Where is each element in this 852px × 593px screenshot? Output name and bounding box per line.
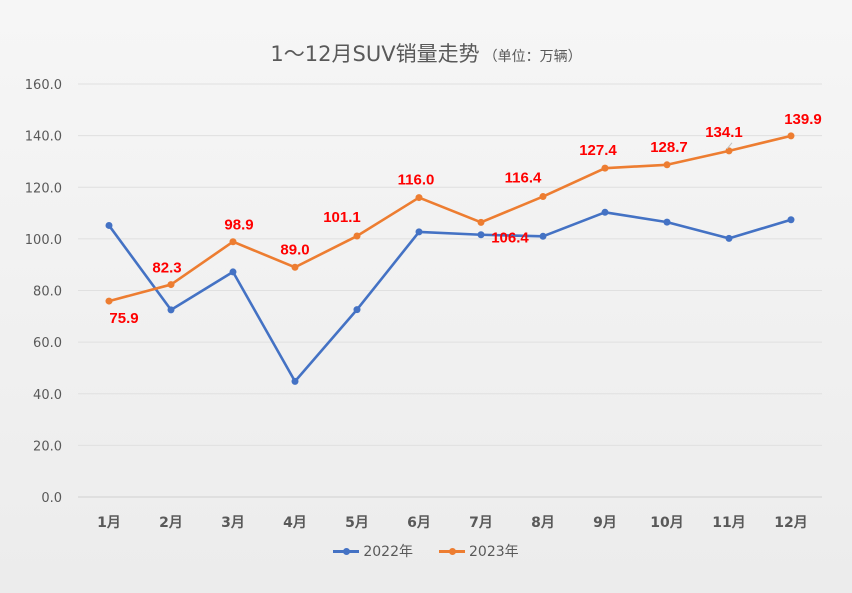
data-point-0 (167, 306, 175, 314)
data-label: 75.9 (109, 310, 138, 327)
data-label: 101.1 (323, 209, 361, 226)
y-tick-label: 160.0 (25, 78, 62, 93)
y-tick-label: 120.0 (25, 181, 62, 196)
legend-label-2022: 2022年 (363, 544, 413, 560)
data-label: 116.0 (398, 172, 435, 189)
data-point-1 (601, 164, 609, 172)
x-tick-label: 3月 (221, 515, 245, 531)
data-label: 139.9 (784, 111, 822, 128)
data-point-0 (725, 234, 733, 242)
x-tick-label: 4月 (283, 515, 307, 531)
x-tick-label: 8月 (531, 515, 555, 531)
data-point-1 (663, 161, 671, 169)
y-tick-label: 140.0 (25, 130, 62, 145)
data-point-0 (415, 228, 423, 236)
data-label: 127.4 (579, 142, 617, 159)
legend-swatch-2022 (333, 546, 360, 556)
data-label: 98.9 (224, 217, 253, 234)
data-point-0 (229, 268, 237, 276)
legend-swatch-2023 (439, 546, 465, 556)
data-label: 128.7 (650, 139, 688, 156)
y-tick-label: 0.0 (41, 491, 62, 506)
data-label: 106.4 (491, 229, 529, 246)
x-tick-label: 10月 (650, 515, 683, 531)
data-point-0 (601, 208, 609, 216)
x-tick-label: 1月 (97, 515, 121, 531)
y-tick-label: 100.0 (25, 233, 62, 248)
x-tick-label: 7月 (469, 515, 493, 531)
data-point-0 (477, 231, 485, 239)
data-point-1 (291, 263, 299, 271)
y-tick-label: 20.0 (33, 439, 62, 454)
legend-item-2023: 2023年 (439, 541, 519, 561)
data-point-0 (291, 377, 299, 385)
data-label: 134.1 (705, 124, 743, 141)
data-point-1 (353, 232, 361, 240)
series-line-0 (107, 210, 792, 383)
data-label: 82.3 (152, 260, 181, 277)
legend-label-2023: 2023年 (469, 544, 519, 560)
leader-line (726, 142, 733, 150)
data-point-1 (477, 218, 485, 226)
chart-title: 1～12月SUV销量走势 (270, 42, 480, 66)
data-point-1 (167, 281, 175, 289)
chart-title-block: 1～12月SUV销量走势 （单位：万辆） (0, 38, 852, 68)
x-tick-label: 9月 (593, 515, 617, 531)
data-point-0 (663, 218, 671, 226)
data-point-1 (415, 194, 423, 202)
data-point-0 (105, 221, 113, 229)
y-tick-label: 60.0 (33, 336, 62, 351)
x-tick-label: 12月 (774, 515, 807, 531)
x-tick-label: 11月 (712, 515, 745, 531)
data-point-0 (353, 306, 361, 314)
legend: 2022年 2023年 (0, 541, 852, 561)
legend-item-2022: 2022年 (333, 541, 413, 561)
data-point-1 (539, 193, 547, 201)
data-point-0 (787, 216, 795, 224)
data-label: 89.0 (280, 241, 309, 258)
data-point-1 (105, 297, 113, 305)
data-point-1 (725, 147, 733, 155)
x-tick-label: 6月 (407, 515, 431, 531)
y-tick-label: 80.0 (33, 285, 62, 300)
y-tick-label: 40.0 (33, 388, 62, 403)
series-line-1 (108, 134, 792, 303)
x-tick-label: 5月 (345, 515, 369, 531)
data-point-1 (229, 238, 237, 246)
data-label: 116.4 (505, 170, 542, 187)
chart-subtitle: （单位：万辆） (483, 49, 582, 65)
data-point-0 (539, 232, 547, 240)
x-tick-label: 2月 (159, 515, 183, 531)
data-point-1 (787, 132, 795, 140)
